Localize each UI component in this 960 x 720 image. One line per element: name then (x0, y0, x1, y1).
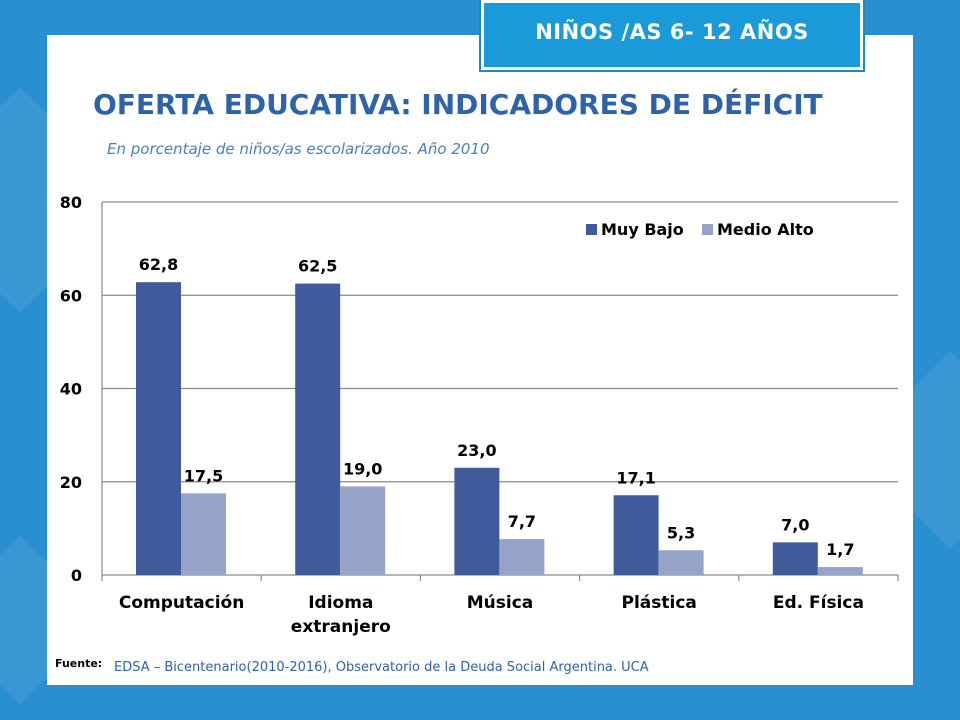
data-label: 19,0 (343, 459, 382, 478)
bar-muy-bajo (454, 467, 500, 575)
x-tick-label: Ed. Física (773, 593, 864, 613)
bar-medio-alto (499, 539, 545, 575)
bar-muy-bajo (772, 542, 818, 575)
y-tick-label: 80 (60, 193, 82, 212)
data-label: 17,1 (616, 468, 655, 487)
bar-medio-alto (658, 550, 704, 575)
y-tick-label: 40 (60, 380, 82, 399)
bar-medio-alto (817, 567, 863, 575)
x-tick-label: Computación (119, 593, 244, 613)
bar-muy-bajo (295, 283, 341, 575)
legend-label: Medio Alto (717, 220, 814, 239)
page-subtitle: En porcentaje de niños/as escolarizados.… (107, 140, 490, 158)
data-label: 62,8 (139, 255, 178, 274)
bar-medio-alto (181, 493, 226, 575)
data-label: 1,7 (826, 540, 854, 559)
bar-muy-bajo (136, 282, 181, 575)
audience-tag: NIÑOS /AS 6- 12 AÑOS (481, 0, 863, 70)
data-label: 5,3 (667, 523, 695, 542)
legend-swatch (586, 224, 597, 235)
x-tick-label: Plástica (622, 593, 697, 613)
data-label: 62,5 (298, 257, 337, 276)
data-label: 7,0 (781, 515, 809, 534)
y-tick-label: 0 (71, 566, 82, 585)
bar-muy-bajo (613, 495, 659, 575)
source-label: Fuente: (55, 657, 103, 670)
page-title: OFERTA EDUCATIVA: INDICADORES DE DÉFICIT (93, 88, 823, 121)
bar-medio-alto (340, 486, 386, 575)
y-tick-label: 60 (60, 286, 82, 305)
x-tick-label: Música (467, 593, 534, 613)
source-text: EDSA – Bicentenario(2010-2016), Observat… (114, 660, 649, 675)
x-tick-label: extranjero (291, 617, 391, 637)
legend-label: Muy Bajo (601, 220, 684, 239)
y-tick-label: 20 (60, 473, 82, 492)
data-label: 7,7 (508, 512, 536, 531)
slide-panel (47, 35, 913, 685)
data-label: 23,0 (457, 441, 496, 460)
legend-swatch (702, 224, 713, 235)
x-tick-label: Idioma (308, 593, 373, 613)
data-label: 17,5 (184, 466, 223, 485)
